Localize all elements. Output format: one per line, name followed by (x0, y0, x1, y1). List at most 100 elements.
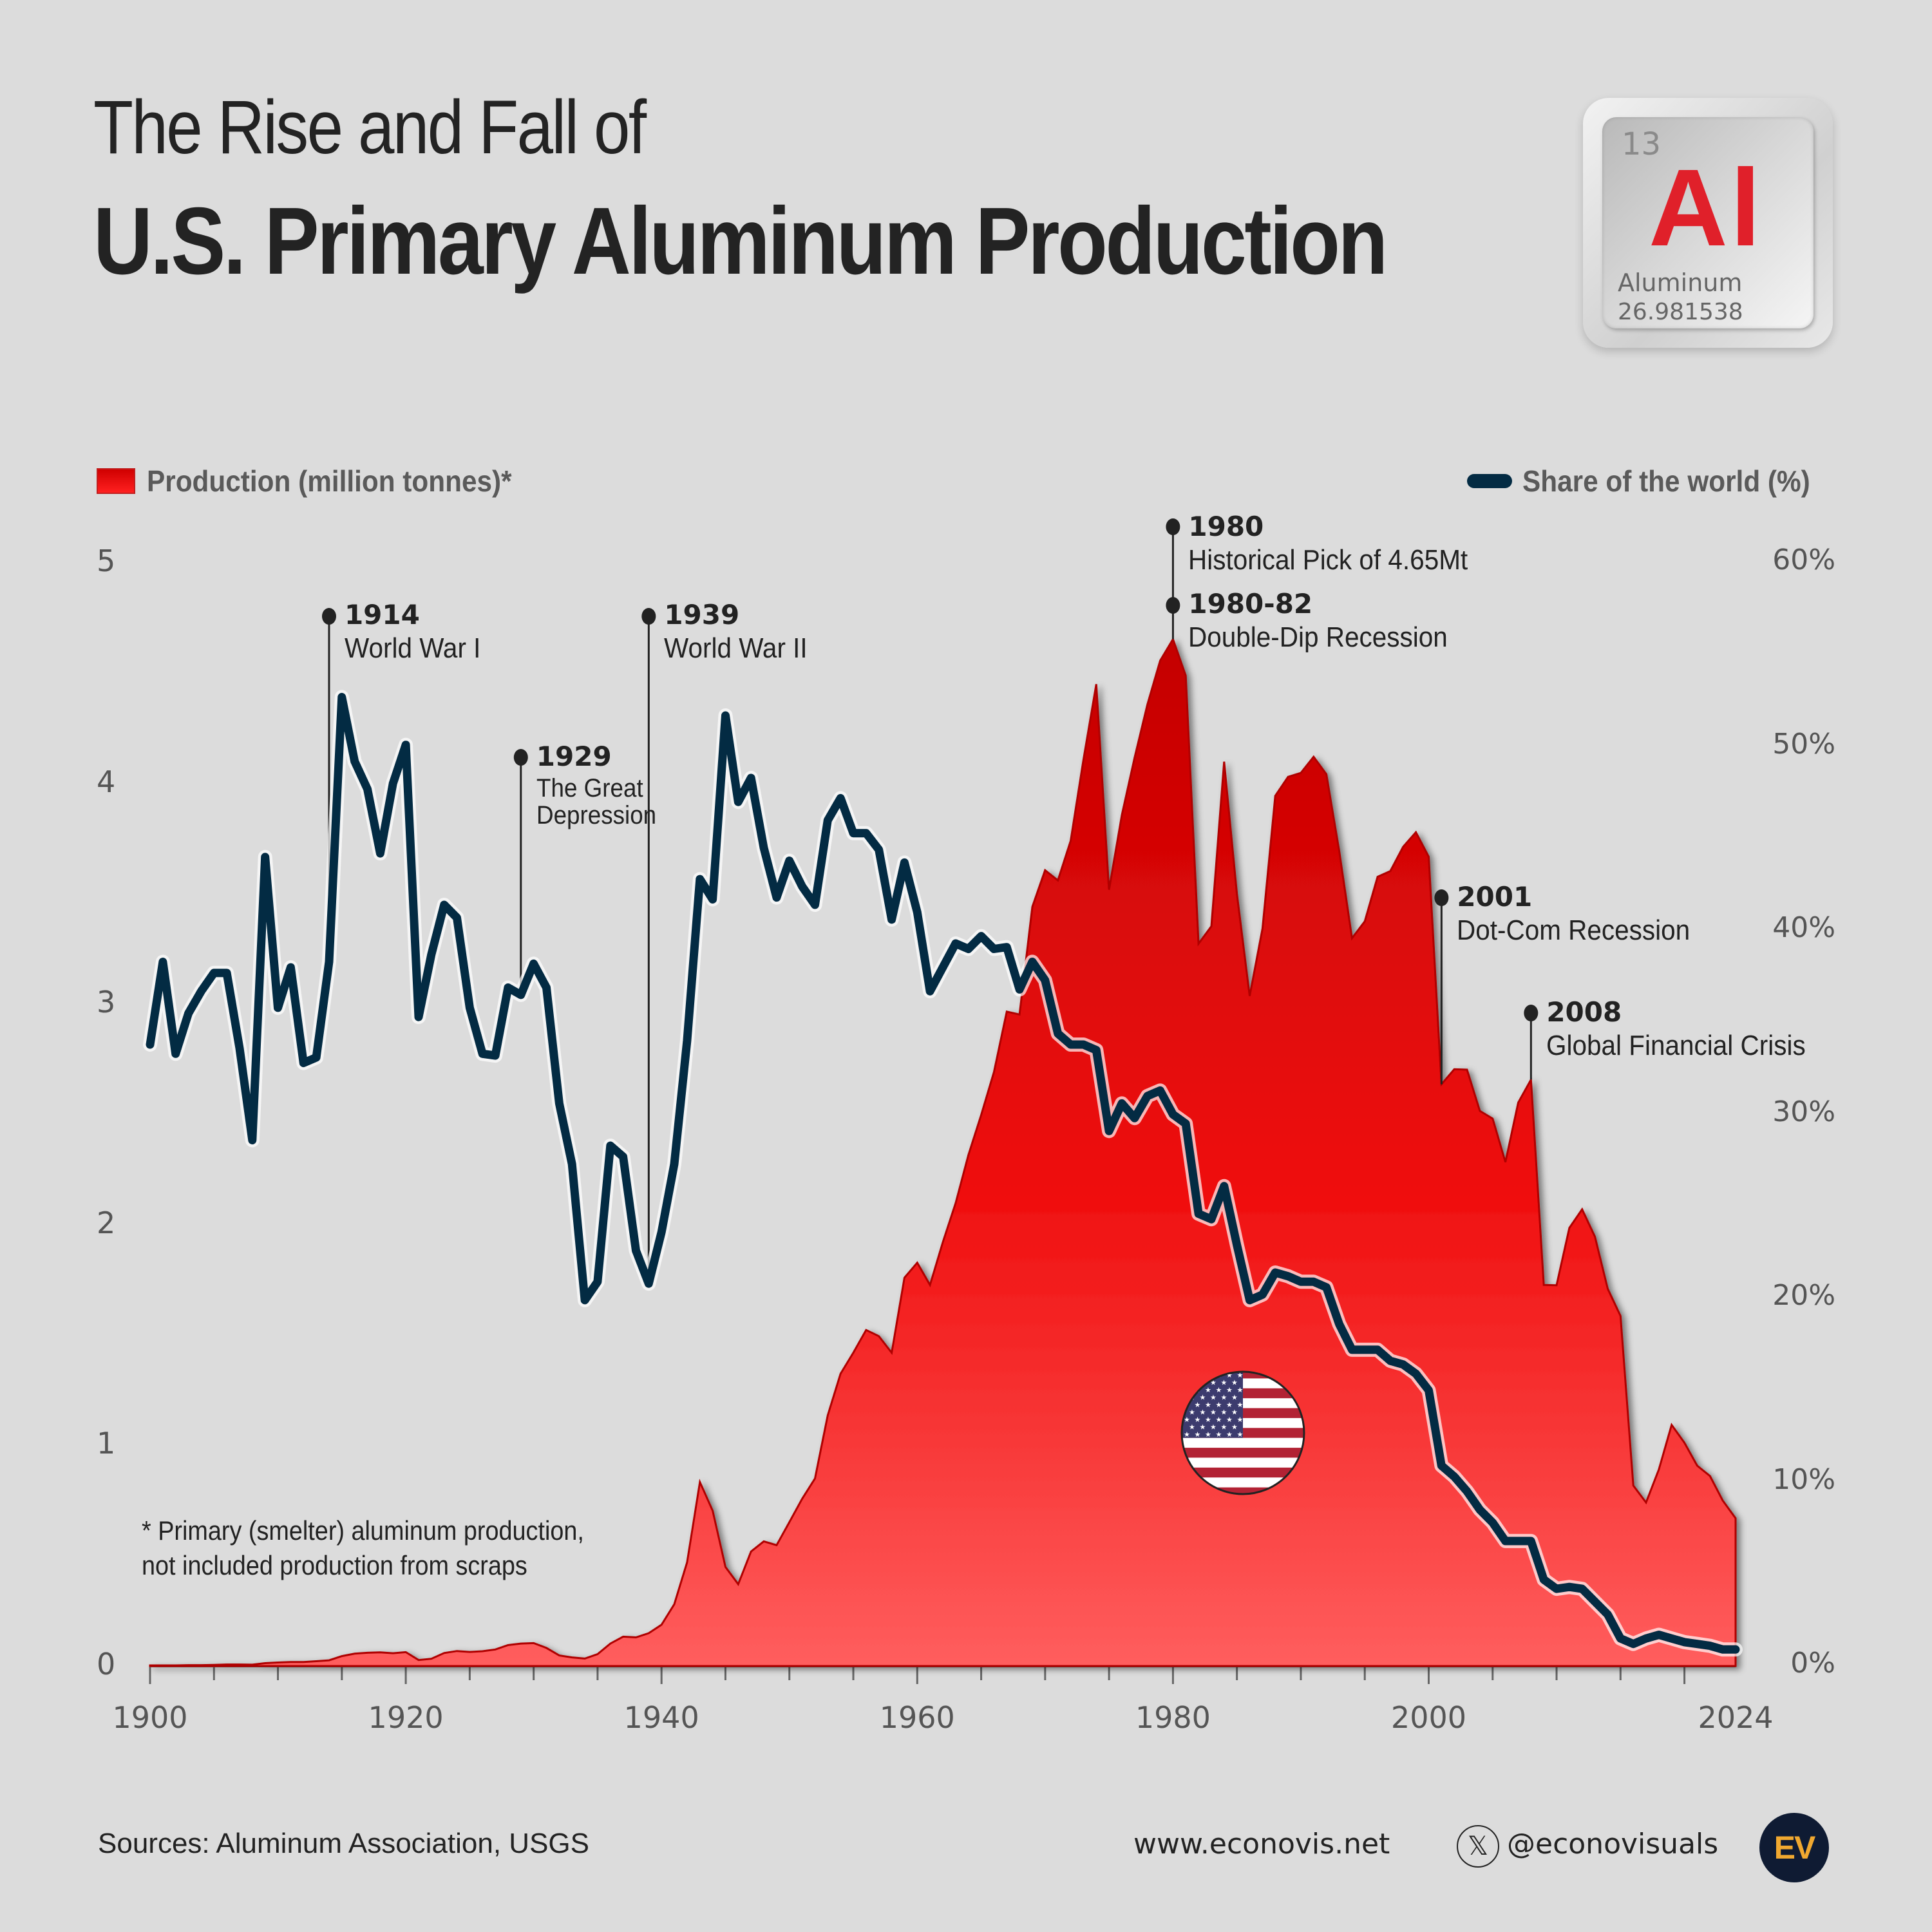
share-point (507, 987, 509, 989)
production-point (1453, 1068, 1455, 1070)
svg-text:★: ★ (1200, 1408, 1206, 1417)
share-point (1402, 1363, 1405, 1366)
production-point (315, 1660, 317, 1662)
production-point (558, 1654, 560, 1657)
share-point (967, 948, 970, 951)
left-axis-tick-label: 4 (97, 764, 116, 799)
x-tick-label: 1900 (112, 1700, 188, 1735)
svg-text:★: ★ (1200, 1394, 1206, 1402)
x-tick-label: 2024 (1698, 1700, 1774, 1735)
share-point (289, 966, 292, 969)
production-point (238, 1663, 241, 1666)
legend-red-swatch-icon (97, 468, 135, 494)
annotation-dot (1166, 518, 1180, 535)
svg-text:★: ★ (1195, 1401, 1201, 1409)
share-point (1517, 1540, 1519, 1542)
production-point (302, 1661, 305, 1663)
share-point (1389, 1359, 1392, 1362)
share-line (146, 692, 1740, 1654)
share-point (1594, 1600, 1596, 1603)
title-line-2: U.S. Primary Aluminum Production (93, 188, 1388, 294)
svg-text:★: ★ (1205, 1401, 1211, 1409)
annotation-dot (1166, 597, 1180, 614)
share-point (1018, 988, 1021, 990)
annotation-year: 1980-82 (1188, 588, 1313, 620)
svg-text:★: ★ (1189, 1423, 1195, 1432)
share-point (1197, 1213, 1200, 1215)
x-logo-icon[interactable]: 𝕏 (1457, 1825, 1499, 1868)
footnote-line-2: not included production from scraps (142, 1550, 527, 1580)
share-point (200, 990, 202, 992)
share-point (647, 1282, 650, 1285)
production-point (1210, 925, 1213, 927)
annotation-year: 2001 (1457, 881, 1533, 913)
share-point (1427, 1389, 1430, 1392)
right-axis-tick-label: 0% (1790, 1647, 1835, 1680)
share-point (366, 788, 369, 790)
x-tick-label: 1960 (879, 1700, 955, 1735)
share-point (175, 1052, 177, 1055)
svg-text:★: ★ (1210, 1423, 1217, 1432)
share-point (238, 1047, 241, 1050)
production-point (341, 1655, 343, 1658)
share-point (929, 990, 931, 992)
share-point (1300, 1280, 1302, 1283)
share-point (826, 819, 829, 822)
production-point (1542, 1283, 1545, 1286)
svg-text:★: ★ (1195, 1416, 1201, 1424)
left-axis-tick-label: 0 (97, 1647, 116, 1681)
production-point (507, 1643, 509, 1646)
right-axis-tick-label: 20% (1772, 1279, 1835, 1312)
share-point (1325, 1286, 1328, 1289)
share-point (1645, 1637, 1647, 1640)
production-point (213, 1663, 215, 1666)
production-point (1363, 920, 1366, 923)
svg-text:★: ★ (1205, 1386, 1211, 1394)
production-point (1300, 772, 1302, 774)
svg-text:★: ★ (1216, 1430, 1222, 1439)
production-point (379, 1651, 381, 1654)
production-point (1415, 831, 1417, 833)
annotation-text: Depression (536, 801, 656, 829)
svg-text:★: ★ (1221, 1408, 1227, 1417)
share-point (1619, 1637, 1622, 1640)
production-point (1005, 1010, 1008, 1013)
share-point (1312, 1280, 1315, 1283)
x-tick-label: 2000 (1390, 1700, 1466, 1735)
production-point (1683, 1441, 1686, 1444)
share-point (634, 1249, 637, 1252)
left-axis-tick-label: 2 (97, 1205, 116, 1240)
share-point (712, 898, 714, 900)
footnote-line-1: * Primary (smelter) aluminum production, (142, 1515, 584, 1546)
production-point (1492, 1117, 1494, 1120)
share-point (1210, 1218, 1213, 1220)
production-point (1721, 1499, 1724, 1502)
production-point (1287, 775, 1289, 778)
share-point (903, 861, 905, 864)
footnote: * Primary (smelter) aluminum production,… (142, 1513, 584, 1583)
share-point (1530, 1540, 1532, 1542)
share-point (1440, 1464, 1443, 1467)
production-point (1389, 870, 1392, 873)
production-point (264, 1662, 267, 1665)
svg-text:★: ★ (1237, 1386, 1244, 1394)
production-point (801, 1497, 804, 1500)
social-handle-link[interactable]: @econovisuals (1507, 1828, 1719, 1861)
share-point (277, 1007, 279, 1009)
annotation-dot (513, 749, 528, 766)
share-point (1287, 1275, 1289, 1278)
atomic-number: 13 (1622, 126, 1662, 162)
right-axis-tick-label: 50% (1772, 727, 1835, 761)
share-point (1415, 1372, 1417, 1375)
production-point (980, 1113, 983, 1116)
share-point (1581, 1587, 1584, 1590)
share-point (1734, 1648, 1737, 1651)
svg-text:★: ★ (1184, 1416, 1190, 1424)
share-point (468, 1007, 471, 1009)
share-point (1121, 1102, 1123, 1104)
share-point (1057, 1032, 1059, 1035)
website-link[interactable]: www.econovis.net (1133, 1828, 1390, 1861)
share-point (699, 878, 701, 880)
annotation-dot (1434, 889, 1449, 906)
share-point (878, 848, 880, 851)
